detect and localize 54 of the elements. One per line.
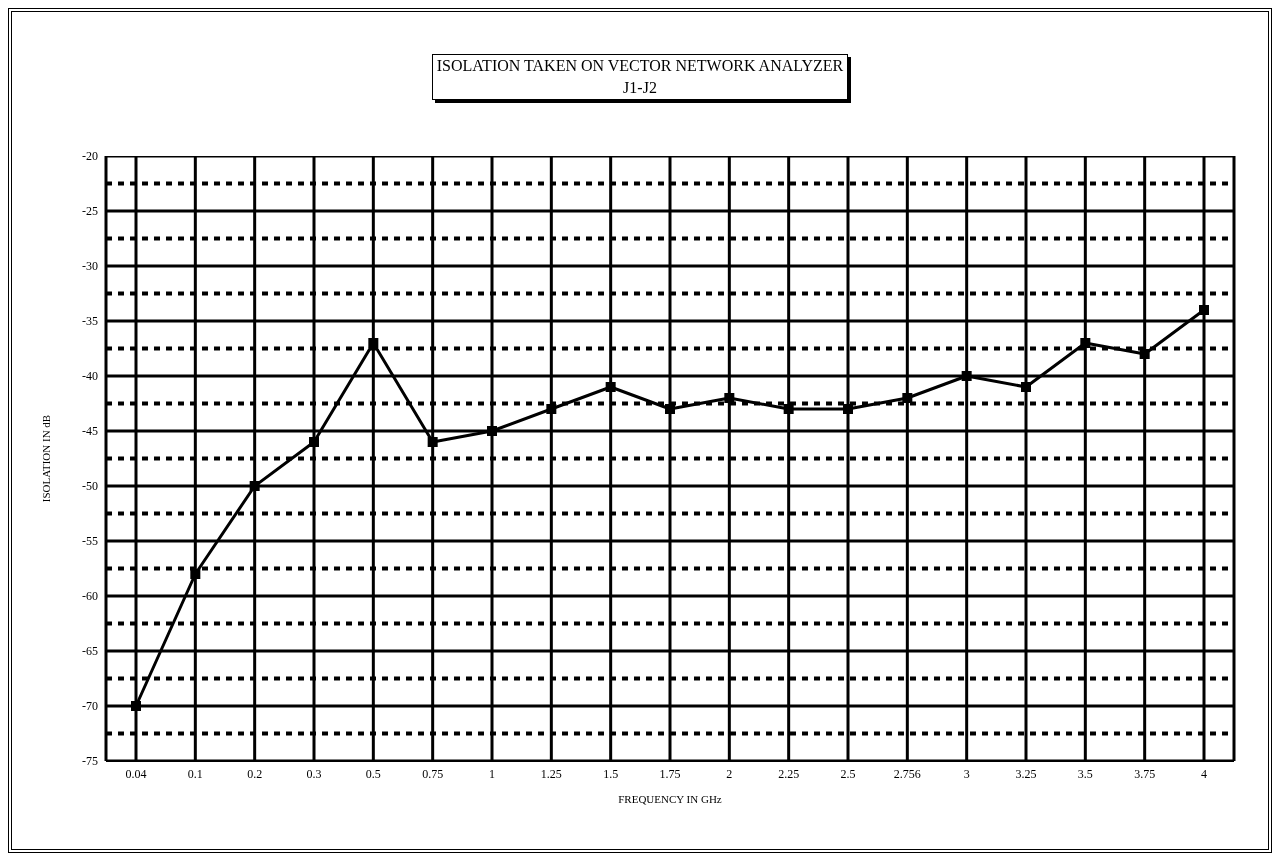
point — [1199, 305, 1209, 315]
point — [131, 701, 141, 711]
x-tick-label: 1.25 — [540, 766, 562, 781]
point — [1080, 338, 1091, 348]
y-axis-title: ISOLATION IN dB — [39, 414, 52, 503]
point — [427, 437, 438, 447]
y-tick-label: -75 — [82, 754, 98, 769]
point — [724, 393, 735, 403]
x-tick-label: 0.2 — [247, 766, 263, 781]
x-tick-label: 2.25 — [778, 766, 800, 781]
x-tick-label: 3.5 — [1077, 766, 1093, 781]
point — [902, 393, 913, 403]
x-tick-label: 2 — [726, 766, 733, 781]
point — [783, 404, 794, 414]
point — [605, 382, 616, 392]
y-tick-label: -25 — [82, 204, 98, 219]
point — [309, 437, 319, 447]
chart-subtitle: J1-J2 — [622, 79, 658, 97]
y-tick-label: -50 — [82, 479, 98, 494]
y-tick-label: -60 — [82, 589, 98, 604]
y-tick-label: -55 — [82, 534, 98, 549]
x-tick-label: 4 — [1201, 766, 1207, 781]
point — [1021, 382, 1031, 392]
y-tick-label: -40 — [82, 369, 98, 384]
x-tick-label: 0.5 — [365, 766, 381, 781]
x-tick-label: 3 — [963, 766, 970, 781]
x-tick-label: 1.5 — [603, 766, 619, 781]
x-tick-label: 2.756 — [893, 766, 921, 781]
y-tick-label: -65 — [82, 644, 98, 659]
y-tick-label: -45 — [82, 424, 98, 439]
point — [487, 426, 497, 436]
point — [1139, 349, 1150, 359]
y-tick-label: -70 — [82, 699, 98, 714]
y-tick-label: -20 — [82, 149, 98, 164]
x-tick-label: 3.25 — [1015, 766, 1037, 781]
point — [546, 404, 557, 414]
x-tick-label: 3.75 — [1134, 766, 1156, 781]
point — [249, 481, 260, 491]
x-tick-label: 1 — [489, 766, 495, 781]
point — [961, 371, 972, 381]
x-tick-label: 1.75 — [659, 766, 681, 781]
x-axis-title: FREQUENCY IN GHz — [618, 793, 722, 805]
x-tick-label: 0.04 — [125, 766, 147, 781]
point — [368, 338, 379, 348]
point — [665, 404, 675, 414]
y-tick-label: -30 — [82, 259, 98, 274]
chart-title: ISOLATION TAKEN ON VECTOR NETWORK ANALYZER — [436, 57, 844, 75]
x-tick-label: 0.3 — [306, 766, 322, 781]
x-tick-label: 2.5 — [840, 766, 856, 781]
y-tick-label: -35 — [82, 314, 98, 329]
x-tick-label: 0.75 — [422, 766, 444, 781]
point — [190, 569, 201, 579]
x-tick-label: 0.1 — [187, 766, 203, 781]
point — [843, 404, 853, 414]
